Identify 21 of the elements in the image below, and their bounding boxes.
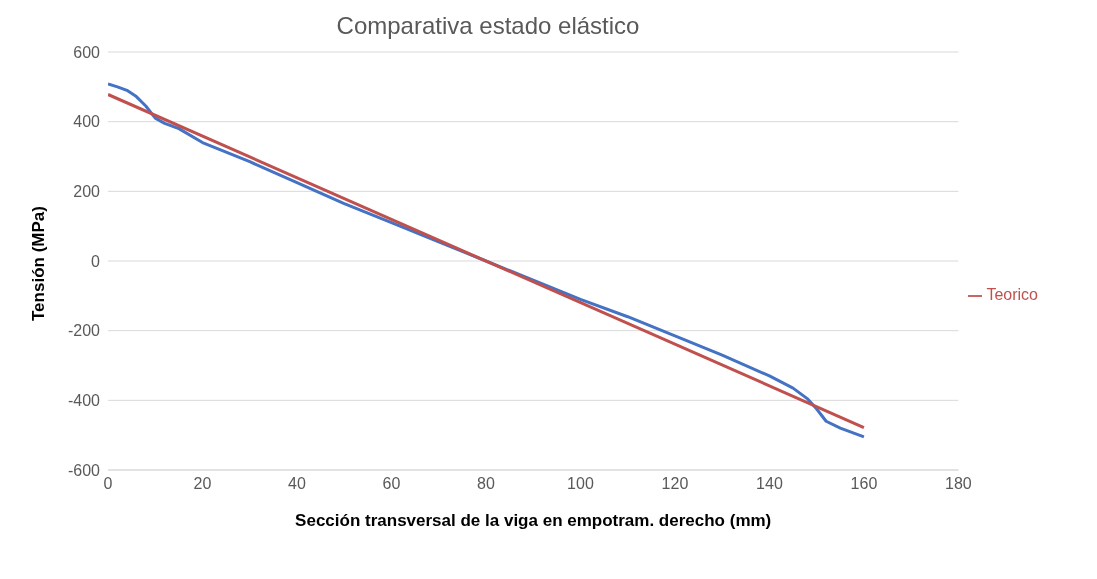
- x-tick-label: 20: [193, 475, 212, 493]
- x-tick-label: 180: [945, 475, 972, 493]
- legend-label: Teorico: [986, 286, 1038, 303]
- x-tick-label: 120: [661, 475, 689, 493]
- x-tick-label: 140: [756, 475, 783, 493]
- chart-title: Comparativa estado elástico: [335, 12, 641, 40]
- x-tick-label: 0: [103, 475, 113, 493]
- x-tick-label: 160: [850, 475, 878, 493]
- x-tick-label: 80: [477, 475, 495, 493]
- x-tick-label: 40: [288, 475, 306, 493]
- y-tick-label: 0: [91, 252, 101, 270]
- y-tick-label: -600: [67, 461, 101, 479]
- x-axis-title: Sección transversal de la viga en empotram. derecho (mm): [295, 511, 772, 530]
- x-tick-label: 100: [567, 475, 594, 493]
- y-tick-label: 400: [73, 113, 101, 131]
- y-axis-title: Tensión (MPa): [29, 206, 49, 321]
- x-tick-label: 60: [382, 475, 401, 493]
- y-tick-label: -400: [67, 392, 101, 410]
- y-tick-label: 200: [73, 183, 101, 201]
- y-tick-label: 600: [73, 43, 101, 61]
- y-tick-label: -200: [67, 322, 101, 340]
